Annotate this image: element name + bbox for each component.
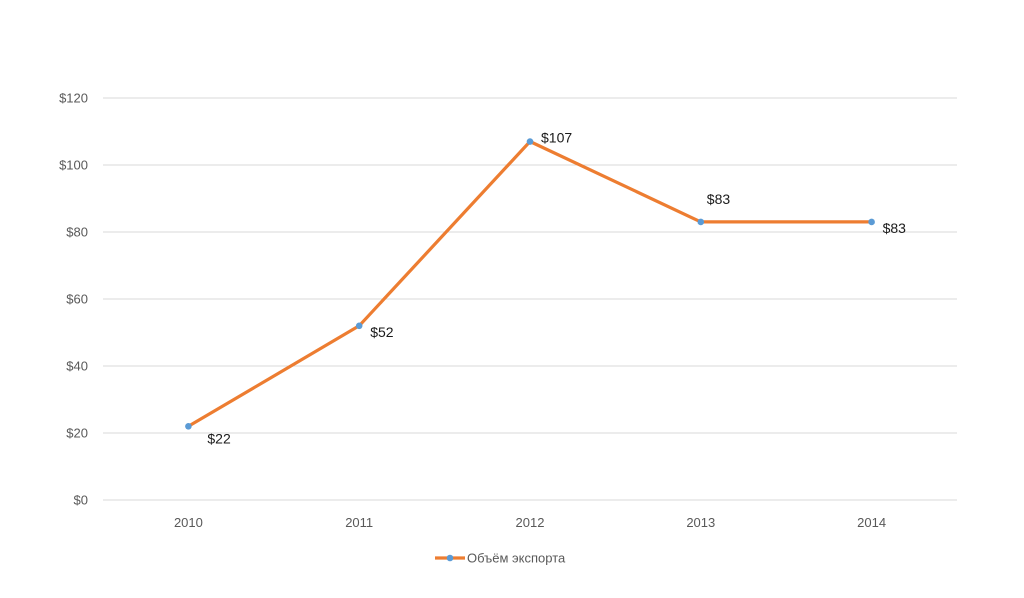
y-axis: $0 $20 $40 $60 $80 $100 $120 [59, 91, 88, 508]
data-label: $107 [541, 130, 572, 146]
x-tick-label: 2011 [345, 515, 373, 530]
y-tick-label: $80 [66, 225, 88, 240]
x-tick-label: 2012 [516, 515, 545, 530]
y-tick-label: $0 [74, 493, 88, 508]
data-label: $83 [707, 191, 731, 207]
data-point [697, 218, 705, 226]
legend-label: Объём экспорта [467, 551, 566, 566]
y-tick-label: $20 [66, 426, 88, 441]
data-label: $83 [883, 220, 907, 236]
legend: Объём экспорта [435, 551, 566, 566]
data-labels: $22 $52 $107 $83 $83 [207, 130, 906, 447]
legend-marker-swatch [446, 554, 454, 562]
data-point [868, 218, 875, 226]
series-line [186, 139, 874, 428]
y-tick-label: $100 [59, 158, 88, 173]
x-tick-label: 2010 [174, 515, 203, 530]
data-label: $52 [370, 324, 394, 340]
x-tick-label: 2013 [686, 515, 715, 530]
y-tick-label: $40 [66, 359, 88, 374]
data-point [185, 423, 192, 430]
data-label: $22 [207, 430, 231, 446]
y-tick-label: $120 [59, 91, 88, 106]
grid-lines [103, 97, 957, 501]
plot-area [185, 138, 875, 430]
x-tick-label: 2014 [857, 515, 886, 530]
y-tick-label: $60 [66, 292, 88, 307]
data-point [526, 138, 534, 145]
x-axis: 2010 2011 2012 2013 2014 [174, 515, 886, 530]
data-point [355, 322, 363, 330]
